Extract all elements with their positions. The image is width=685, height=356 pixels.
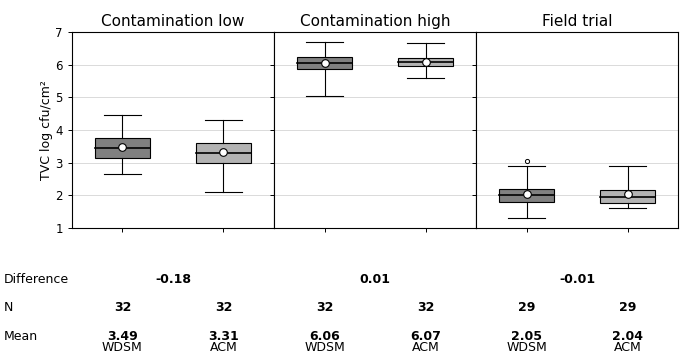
- Text: 6.07: 6.07: [410, 330, 441, 343]
- Text: 0.01: 0.01: [360, 273, 390, 286]
- Text: 2.04: 2.04: [612, 330, 643, 343]
- Text: 2.05: 2.05: [511, 330, 542, 343]
- Bar: [95, 138, 150, 158]
- Text: 29: 29: [619, 302, 636, 314]
- Text: 32: 32: [417, 302, 434, 314]
- Bar: [297, 57, 352, 69]
- Text: ACM: ACM: [210, 341, 238, 354]
- Text: 6.06: 6.06: [309, 330, 340, 343]
- Bar: [600, 190, 656, 203]
- Text: WDSM: WDSM: [506, 341, 547, 354]
- Text: 3.49: 3.49: [107, 330, 138, 343]
- Text: WDSM: WDSM: [102, 341, 142, 354]
- Text: N: N: [3, 302, 13, 314]
- Text: ACM: ACM: [412, 341, 440, 354]
- Bar: [398, 58, 453, 66]
- Text: 3.31: 3.31: [208, 330, 239, 343]
- Text: 32: 32: [114, 302, 131, 314]
- Bar: [196, 143, 251, 163]
- Text: WDSM: WDSM: [304, 341, 345, 354]
- Text: 32: 32: [316, 302, 333, 314]
- Text: 32: 32: [215, 302, 232, 314]
- Text: ACM: ACM: [614, 341, 642, 354]
- Text: -0.18: -0.18: [155, 273, 191, 286]
- Y-axis label: TVC log cfu/cm²: TVC log cfu/cm²: [40, 80, 53, 180]
- Title: Contamination high: Contamination high: [300, 15, 450, 30]
- Text: Difference: Difference: [3, 273, 68, 286]
- Title: Field trial: Field trial: [542, 15, 612, 30]
- Text: Mean: Mean: [3, 330, 38, 343]
- Text: -0.01: -0.01: [559, 273, 595, 286]
- Title: Contamination low: Contamination low: [101, 15, 245, 30]
- Text: 29: 29: [518, 302, 535, 314]
- Bar: [499, 189, 554, 202]
